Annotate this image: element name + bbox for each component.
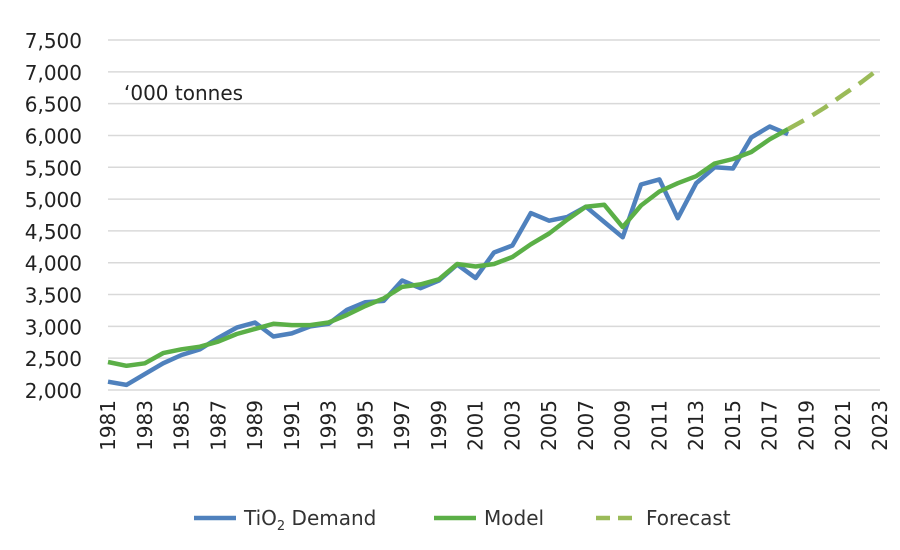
series-line-model <box>107 127 790 369</box>
x-tick-label: 1981 <box>96 400 120 451</box>
y-tick-label: 2,000 <box>25 379 82 403</box>
x-tick-label: 2009 <box>611 400 635 451</box>
unit-label: ‘000 tonnes <box>124 81 243 105</box>
x-axis-ticks: 1981 1983 1985 1987 1989 1991 1993 1995 1997 1999… <box>96 400 892 451</box>
x-tick-label: 2019 <box>794 400 818 451</box>
series-line-forecast <box>787 66 882 132</box>
legend-label: Forecast <box>646 506 731 530</box>
x-tick-label: 2001 <box>464 400 488 451</box>
x-tick-label: 2011 <box>647 400 671 451</box>
legend-label: TiO2 Demand <box>243 506 376 534</box>
x-tick-label: 2017 <box>758 400 782 451</box>
x-tick-label: 2005 <box>537 400 561 451</box>
y-tick-label: 6,500 <box>25 93 82 117</box>
x-tick-label: 1999 <box>427 400 451 451</box>
series-lines <box>107 66 882 388</box>
x-tick-label: 2015 <box>721 400 745 451</box>
legend: TiO2 Demand Model Forecast <box>194 506 731 534</box>
x-tick-label: 1987 <box>206 400 230 451</box>
y-tick-label: 3,000 <box>25 315 82 339</box>
x-tick-label: 1989 <box>243 400 267 451</box>
y-tick-label: 5,500 <box>25 156 82 180</box>
x-tick-label: 2023 <box>868 400 892 451</box>
y-tick-label: 6,000 <box>25 124 82 148</box>
y-tick-label: 7,500 <box>25 29 82 53</box>
y-tick-label: 5,000 <box>25 188 82 212</box>
x-tick-label: 2003 <box>500 400 524 451</box>
y-tick-label: 4,500 <box>25 220 82 244</box>
y-tick-label: 7,000 <box>25 61 82 85</box>
x-tick-label: 2021 <box>831 400 855 451</box>
y-tick-label: 2,500 <box>25 347 82 371</box>
x-tick-label: 1985 <box>170 400 194 451</box>
legend-label: Model <box>484 506 544 530</box>
x-tick-label: 1983 <box>133 400 157 451</box>
x-tick-label: 2013 <box>684 400 708 451</box>
x-tick-label: 1993 <box>317 400 341 451</box>
x-tick-label: 1997 <box>390 400 414 451</box>
y-axis-ticks: 2,000 2,500 3,000 3,500 4,000 4,500 5,000 5,500… <box>25 29 82 403</box>
x-tick-label: 2007 <box>574 400 598 451</box>
x-tick-label: 1991 <box>280 400 304 451</box>
x-tick-label: 1995 <box>353 400 377 451</box>
y-tick-label: 4,000 <box>25 252 82 276</box>
y-tick-label: 3,500 <box>25 284 82 308</box>
